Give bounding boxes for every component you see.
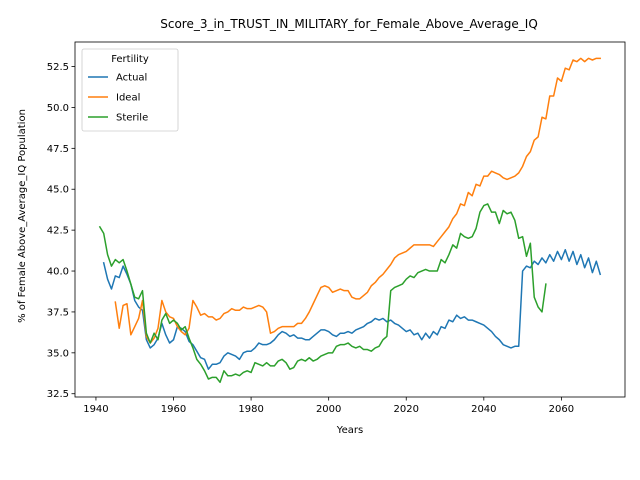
y-tick-label: 42.5 bbox=[47, 226, 69, 237]
x-tick-label: 2060 bbox=[549, 404, 574, 415]
legend-box bbox=[81, 48, 179, 132]
legend-label-actual: Actual bbox=[116, 73, 147, 84]
y-tick-label: 32.5 bbox=[47, 389, 69, 400]
x-tick-label: 1960 bbox=[161, 404, 186, 415]
x-tick-label: 1940 bbox=[83, 404, 108, 415]
legend-label-ideal: Ideal bbox=[116, 93, 140, 104]
x-tick-label: 2000 bbox=[316, 404, 341, 415]
y-tick-label: 35.0 bbox=[47, 348, 69, 359]
x-axis-label: Years bbox=[336, 425, 363, 436]
x-tick-label: 2040 bbox=[471, 404, 496, 415]
legend-label-sterile: Sterile bbox=[116, 113, 148, 124]
series-line-actual bbox=[102, 249, 602, 370]
y-axis: 32.5 35.0 37.5 40.0 42.5 45.0 47.5 50.0 52.5 bbox=[47, 62, 75, 400]
series-line-sterile bbox=[98, 203, 547, 384]
y-tick-label: 47.5 bbox=[47, 144, 69, 155]
series-line-ideal bbox=[114, 57, 601, 344]
y-axis-label: % of Female Above_Average_IQ Population bbox=[17, 109, 28, 323]
y-tick-label: 50.0 bbox=[47, 103, 69, 114]
chart-title: Score_3_in_TRUST_IN_MILITARY_for_Female_… bbox=[160, 17, 538, 31]
plot-area bbox=[74, 41, 626, 398]
legend: Fertility Actual Ideal Sterile bbox=[81, 48, 179, 132]
y-tick-label: 45.0 bbox=[47, 185, 69, 196]
y-tick-label: 52.5 bbox=[47, 62, 69, 73]
legend-title: Fertility bbox=[111, 54, 149, 65]
x-axis: 1940 1960 1980 2000 2020 2040 2060 bbox=[83, 397, 574, 415]
x-tick-label: 1980 bbox=[238, 404, 263, 415]
y-tick-label: 37.5 bbox=[47, 307, 69, 318]
x-tick-label: 2020 bbox=[394, 404, 419, 415]
axes-frame bbox=[74, 41, 626, 398]
y-tick-label: 40.0 bbox=[47, 267, 69, 278]
